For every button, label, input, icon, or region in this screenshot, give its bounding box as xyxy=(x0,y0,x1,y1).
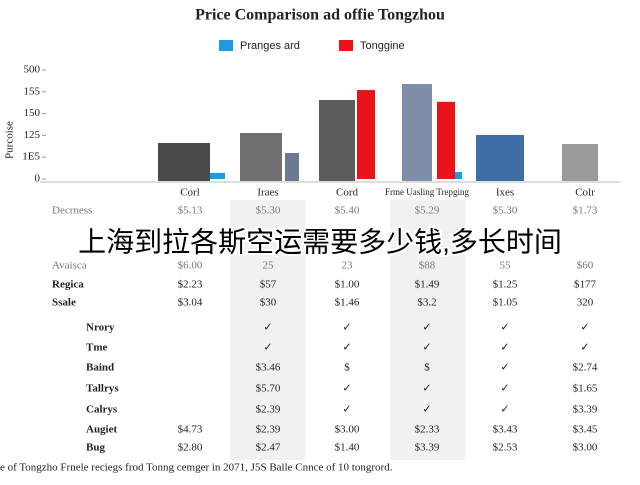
table-cell: 25 xyxy=(263,260,275,272)
table-cell: ✓ xyxy=(580,322,589,334)
table-cell: $57 xyxy=(260,279,277,291)
table-cell: $3.45 xyxy=(573,424,598,436)
y-tick-label: 1E5 xyxy=(22,151,40,163)
row-label: Tme xyxy=(86,342,108,354)
y-tick-label: 150 xyxy=(24,107,41,119)
row-label: Decrness xyxy=(52,205,92,217)
x-tick-label: Cord xyxy=(336,187,359,199)
y-axis-label: Purcoise xyxy=(4,121,16,159)
table-cell: $3.43 xyxy=(493,424,518,436)
table-cell: $3.00 xyxy=(335,424,360,436)
y-tick-label: 125 xyxy=(24,129,41,141)
table-cell: ✓ xyxy=(500,404,509,416)
row-label: Avaisca xyxy=(52,260,87,272)
table-cell: $1.65 xyxy=(573,383,598,395)
table-cell: ✓ xyxy=(422,322,431,334)
overlay-text: 上海到拉各斯空运需要多少钱,多长时间 xyxy=(78,226,562,257)
bar xyxy=(437,101,455,179)
y-tick-label: 500 xyxy=(24,64,41,76)
table-cell: $5.30 xyxy=(256,205,281,217)
table-cell: $3.04 xyxy=(178,297,203,309)
table-cell: $4.73 xyxy=(178,424,203,436)
table-cell: $177 xyxy=(574,279,597,291)
table-cell: ✓ xyxy=(263,322,272,334)
table-cell: ✓ xyxy=(342,322,351,334)
table-cell: $2.33 xyxy=(415,424,440,436)
legend-swatch xyxy=(339,40,353,51)
table-cell: $60 xyxy=(577,260,594,272)
table-cell: $3.46 xyxy=(256,362,281,374)
column-shade xyxy=(230,200,305,460)
table-cell: ✓ xyxy=(422,342,431,354)
table-cell: 23 xyxy=(342,260,354,272)
bar xyxy=(357,90,375,179)
table-cell: $5.40 xyxy=(335,205,360,217)
table-cell: $ xyxy=(424,362,430,374)
row-label: Augiet xyxy=(86,424,118,436)
chart-title: Price Comparison ad offie Tongzhou xyxy=(195,7,445,24)
table-cell: ✓ xyxy=(500,383,509,395)
table-cell: ✓ xyxy=(500,322,509,334)
table-cell: $2.39 xyxy=(256,424,281,436)
table-cell: $2.80 xyxy=(178,442,203,454)
table-cell: $2.53 xyxy=(493,442,518,454)
table-cell: $88 xyxy=(419,260,436,272)
table-cell: $1.46 xyxy=(335,297,360,309)
table-cell: 320 xyxy=(577,297,594,309)
row-label: Calrys xyxy=(86,404,118,416)
column-shade xyxy=(390,200,465,460)
x-tick-label: Ixes xyxy=(496,187,514,199)
x-tick-label: Frme Uasling Trepging xyxy=(385,187,470,197)
table-cell: $3.39 xyxy=(573,404,598,416)
table-cell: ✓ xyxy=(342,383,351,395)
table-cell: $ xyxy=(344,362,350,374)
buildings xyxy=(158,84,598,181)
row-label: Baind xyxy=(86,362,114,374)
x-tick-label: Corl xyxy=(180,187,200,199)
table-cell: ✓ xyxy=(342,404,351,416)
x-tick-label: Colr xyxy=(575,187,595,199)
table-cell: ✓ xyxy=(500,362,509,374)
table-cell: $1.73 xyxy=(573,205,598,217)
table-cell: 55 xyxy=(500,260,512,272)
legend-label: Pranges ard xyxy=(240,40,300,52)
table-cell: ✓ xyxy=(500,342,509,354)
table-cell: $2.74 xyxy=(573,362,598,374)
row-label: Bug xyxy=(86,442,105,454)
table-cell: $1.40 xyxy=(335,442,360,454)
table-cell: $3.2 xyxy=(417,297,436,309)
table-cell: ✓ xyxy=(422,404,431,416)
footer: e of Tongzho Frnele reciegs frod Tonng c… xyxy=(0,462,393,474)
table-cell: $1.05 xyxy=(493,297,518,309)
y-tick-label: 155 xyxy=(24,85,41,97)
table-cell: $2.39 xyxy=(256,404,281,416)
table-cell: ✓ xyxy=(342,342,351,354)
row-label: Tallrys xyxy=(86,383,119,395)
table-cell: $1.25 xyxy=(493,279,518,291)
table-cell: ✓ xyxy=(580,342,589,354)
table-cell: $5.70 xyxy=(256,383,281,395)
legend-label: Tonggine xyxy=(360,40,405,52)
row-label: Regica xyxy=(52,279,84,291)
table-cell: $30 xyxy=(260,297,277,309)
table-cell: $1.00 xyxy=(335,279,360,291)
table-cell: $3.39 xyxy=(415,442,440,454)
table-cell: $5.13 xyxy=(178,205,203,217)
table-cell: $1.49 xyxy=(415,279,440,291)
table-cell: $5.29 xyxy=(415,205,440,217)
table-cell: $6.00 xyxy=(178,260,203,272)
y-tick-label: 0 xyxy=(35,173,41,185)
row-label: Nrory xyxy=(86,322,115,334)
table-cell: ✓ xyxy=(422,383,431,395)
row-label: Ssale xyxy=(52,297,76,309)
table-cell: $2.23 xyxy=(178,279,203,291)
table-cell: ✓ xyxy=(263,342,272,354)
table-cell: $5.30 xyxy=(493,205,518,217)
table-cell: $2.47 xyxy=(256,442,281,454)
bar xyxy=(210,172,225,179)
legend-swatch xyxy=(219,40,233,51)
table-cell: $3.00 xyxy=(573,442,598,454)
x-tick-label: Iraes xyxy=(257,187,278,199)
